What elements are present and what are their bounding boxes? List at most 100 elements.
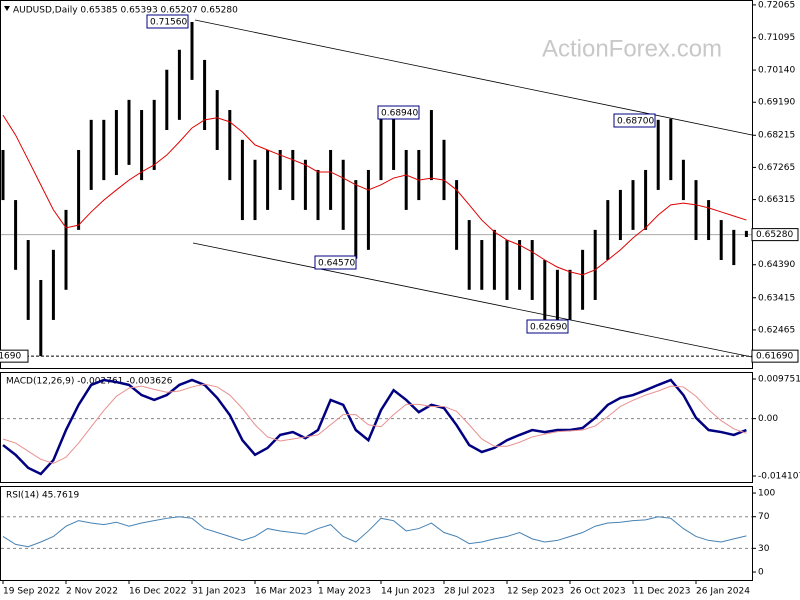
price-bar (341, 159, 345, 230)
price-bar (442, 139, 446, 201)
y-tick-label: 70 (758, 512, 770, 522)
price-bar (669, 118, 673, 181)
trendline (192, 242, 753, 358)
price-bar (14, 200, 18, 270)
y-tick-label: 0 (758, 568, 764, 578)
annotation-label: 0.64570 (318, 259, 355, 269)
x-tick-label: 16 Mar 2023 (255, 587, 312, 597)
y-tick-label: 0.67265 (758, 163, 795, 173)
x-tick-label: 31 Jan 2023 (192, 587, 246, 597)
y-tick-label: 0.64390 (758, 260, 795, 270)
y-tick-label: 0.63415 (758, 293, 795, 303)
annotation-label: 0.68940 (381, 109, 418, 119)
price-bar (429, 110, 433, 181)
price-bar (606, 200, 610, 261)
price-bar (203, 59, 207, 131)
price-bar (177, 49, 181, 120)
price-bar (291, 149, 295, 201)
x-tick-label: 2 Nov 2022 (66, 587, 118, 597)
x-tick-label: 16 Dec 2022 (129, 587, 187, 597)
price-bar (656, 119, 660, 190)
annotation-box (526, 319, 569, 334)
price-bar (732, 229, 736, 266)
price-bar (543, 260, 547, 320)
price-bar (215, 90, 219, 150)
price-bar (707, 200, 711, 241)
y-tick-label: 0.71095 (758, 33, 795, 43)
rsi-title: RSI(14) 45.7619 (6, 491, 79, 501)
price-bar (417, 149, 421, 201)
series-line (2, 378, 747, 476)
x-tick-label: 26 Jan 2024 (696, 587, 750, 597)
price-bar (593, 229, 597, 300)
price-bar (719, 220, 723, 261)
annotation-label: 0.62690 (530, 323, 567, 333)
price-bar (392, 110, 396, 170)
price-bar (681, 159, 685, 201)
macd-title: MACD(12,26,9) -0.002761 -0.003626 (6, 377, 173, 387)
price-bar (152, 99, 156, 170)
price-bar (379, 110, 383, 181)
y-tick-label: 0.66315 (758, 195, 795, 205)
macd-panel (0, 372, 753, 483)
price-bar (467, 220, 471, 290)
price-label-box (0, 349, 29, 363)
x-tick-label: 28 Jul 2023 (444, 587, 495, 597)
y-tick-label: 0.70140 (758, 66, 795, 76)
moving-average (2, 114, 747, 276)
price-bar (127, 99, 131, 165)
y-tick-label: -0.014107 (758, 471, 800, 481)
price-bar (39, 279, 43, 357)
price-bar (240, 139, 244, 221)
price-bar (89, 119, 93, 190)
annotation-label: 0.71560 (150, 18, 187, 28)
price-label: 0.65280 (756, 230, 793, 240)
price-bar (77, 149, 81, 230)
price-bar (329, 149, 333, 210)
price-bar (618, 189, 622, 241)
price-bar (51, 249, 55, 320)
annotation-box (146, 14, 189, 29)
price-bar (555, 269, 559, 323)
price-panel (0, 0, 753, 369)
chart-title: AUDUSD,Daily 0.65385 0.65393 0.65207 0.6… (13, 6, 238, 16)
y-tick-label: 0.62465 (758, 325, 795, 335)
price-bar (165, 69, 169, 131)
price-bar (530, 240, 534, 300)
annotation-box (377, 105, 420, 120)
y-tick-label: 0.68215 (758, 131, 795, 141)
price-label: 0.61690 (0, 352, 21, 362)
x-tick-label: 26 Oct 2023 (570, 587, 626, 597)
menu-icon (4, 6, 10, 11)
y-tick-label: 0.009751 (758, 375, 800, 385)
price-bar (366, 169, 370, 250)
price-bar (64, 209, 68, 290)
price-bar (190, 22, 194, 80)
price-bar (114, 110, 118, 176)
annotation-box (613, 113, 656, 128)
price-bar (694, 180, 698, 241)
price-bar (631, 180, 635, 230)
price-bar (518, 240, 522, 290)
x-tick-label: 12 Sep 2023 (507, 587, 564, 597)
y-tick-label: 100 (758, 489, 775, 499)
price-bar (253, 159, 257, 221)
price-bar (228, 110, 232, 181)
price-bar (492, 229, 496, 290)
x-tick-label: 1 May 2023 (318, 587, 371, 597)
price-bar (303, 159, 307, 210)
series-line (2, 383, 747, 464)
price-bar (102, 119, 106, 181)
price-label-box (751, 349, 799, 363)
annotation-label: 0.68700 (617, 117, 654, 127)
y-tick-label: 0.00 (758, 414, 778, 424)
price-bar (581, 249, 585, 310)
trendline (194, 19, 753, 136)
price-bar (354, 180, 358, 259)
price-bar (266, 149, 270, 210)
price-label-box (751, 228, 799, 242)
price-bar (316, 169, 320, 221)
y-tick-label: 0.72065 (758, 0, 795, 10)
price-bar (455, 180, 459, 250)
